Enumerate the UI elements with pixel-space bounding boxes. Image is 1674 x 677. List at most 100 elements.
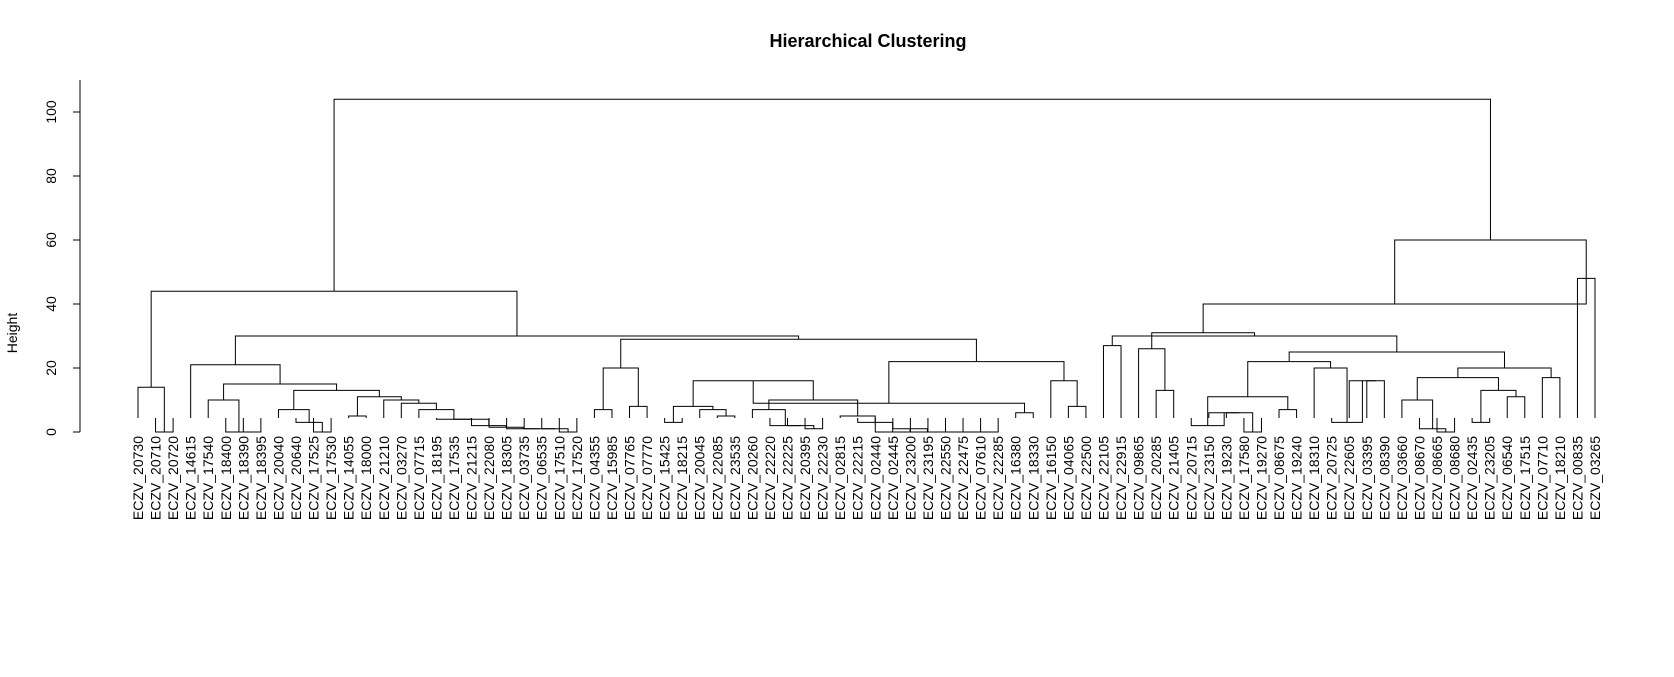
y-tick-label: 40 <box>43 296 59 312</box>
leaf-label: ECZV_17510 <box>551 436 567 520</box>
y-tick-label: 20 <box>43 360 59 376</box>
dendrogram-link <box>672 405 714 423</box>
leaf-label: ECZV_15425 <box>657 436 673 520</box>
dendrogram-link <box>1394 239 1587 304</box>
leaf-label: ECZV_16150 <box>1043 436 1059 520</box>
chart-title: Hierarchical Clustering <box>769 31 966 51</box>
leaf-label: ECZV_07610 <box>973 436 989 520</box>
dendrogram-link <box>418 409 455 420</box>
leaf-label: ECZV_16380 <box>1008 436 1024 520</box>
leaf-label: ECZV_03660 <box>1394 436 1410 520</box>
leaf-label: ECZV_03395 <box>1359 436 1375 520</box>
dendrogram-link <box>1288 351 1505 368</box>
leaf-label: ECZV_18305 <box>499 436 515 520</box>
leaf-label: ECZV_00835 <box>1569 436 1585 520</box>
dendrogram-link <box>962 418 990 433</box>
leaf-label: ECZV_08390 <box>1376 436 1392 520</box>
leaf-label: ECZV_17580 <box>1236 436 1252 520</box>
leaf-label: ECZV_22550 <box>937 436 953 520</box>
leaf-label: ECZV_03265 <box>1587 436 1603 520</box>
dendrogram-link <box>602 367 639 410</box>
leaf-label: ECZV_21405 <box>1166 436 1182 520</box>
leaf-label: ECZV_03270 <box>393 436 409 520</box>
dendrogram-link <box>980 418 999 433</box>
dendrogram-link <box>769 418 801 427</box>
leaf-label: ECZV_07765 <box>622 436 638 520</box>
leaf-label: ECZV_20725 <box>1324 436 1340 520</box>
dendrogram-links <box>137 98 1596 433</box>
leaf-label: ECZV_03735 <box>516 436 532 520</box>
leaf-label: ECZV_06540 <box>1499 436 1515 520</box>
leaf-label: ECZV_20285 <box>1148 436 1164 520</box>
leaf-label: ECZV_20710 <box>148 436 164 520</box>
leaf-label: ECZV_02445 <box>885 436 901 520</box>
dendrogram-link <box>242 418 262 433</box>
leaf-label: ECZV_19240 <box>1289 436 1305 520</box>
leaf-label: ECZV_07710 <box>1534 436 1550 520</box>
dendrogram-link <box>506 418 540 430</box>
leaf-label: ECZV_02815 <box>832 436 848 520</box>
dendrogram-link <box>1416 377 1499 400</box>
dendrogram-link <box>699 409 727 418</box>
dendrogram-link <box>629 405 648 418</box>
y-tick-label: 0 <box>43 428 59 436</box>
leaf-label: ECZV_22215 <box>850 436 866 520</box>
dendrogram-link <box>137 386 165 432</box>
dendrogram-link <box>888 361 1065 404</box>
y-tick-label: 60 <box>43 232 59 248</box>
leaf-label: ECZV_18400 <box>218 436 234 520</box>
y-tick-label: 100 <box>43 100 59 124</box>
y-axis: 0 20 40 60 80 100 <box>43 80 81 436</box>
dendrogram-link <box>1111 335 1398 352</box>
leaf-label: ECZV_04355 <box>586 436 602 520</box>
leaf-label: ECZV_20040 <box>270 436 286 520</box>
y-tick-label: 80 <box>43 168 59 184</box>
dendrogram-link <box>593 409 613 418</box>
dendrogram-link <box>1401 399 1434 429</box>
dendrogram-link <box>435 418 472 420</box>
dendrogram-link <box>1225 412 1254 432</box>
leaf-label: ECZV_23535 <box>727 436 743 520</box>
leaf-label: ECZV_23205 <box>1482 436 1498 520</box>
dendrogram-link <box>277 409 310 423</box>
dendrogram-link <box>1313 367 1348 423</box>
dendrogram-link <box>1015 412 1034 418</box>
leaf-label: ECZV_23200 <box>902 436 918 520</box>
dendrogram-link <box>1278 409 1298 418</box>
leaf-label: ECZV_02435 <box>1464 436 1480 520</box>
leaf-label: ECZV_21215 <box>464 436 480 520</box>
dendrogram-link <box>1155 389 1175 418</box>
leaf-label: ECZV_17530 <box>323 436 339 520</box>
leaf-label: ECZV_22230 <box>815 436 831 520</box>
dendrogram-link <box>927 418 961 433</box>
dendrogram-link <box>1067 405 1087 418</box>
leaf-label: ECZV_22080 <box>481 436 497 520</box>
dendrogram-link <box>768 399 859 416</box>
dendrogram-link <box>1457 367 1552 378</box>
leaf-label: ECZV_17540 <box>200 436 216 520</box>
leaf-label: ECZV_20260 <box>744 436 760 520</box>
leaf-label: ECZV_20730 <box>130 436 146 520</box>
leaf-label: ECZV_18390 <box>235 436 251 520</box>
leaf-label: ECZV_18000 <box>358 436 374 520</box>
dendrogram-link <box>1208 412 1240 418</box>
dendrogram-link <box>223 383 338 400</box>
dendrogram-link <box>150 290 518 388</box>
dendrogram-link <box>1151 332 1256 349</box>
dendrogram-link <box>234 335 800 365</box>
leaf-label: ECZV_17520 <box>569 436 585 520</box>
leaf-label: ECZV_18395 <box>253 436 269 520</box>
dendrogram-link <box>716 415 736 418</box>
leaf-label: ECZV_07715 <box>411 436 427 520</box>
dendrogram-link <box>1247 361 1332 397</box>
leaf-label: ECZV_14055 <box>341 436 357 520</box>
leaf-labels: ECZV_20730 ECZV_20710 ECZV_20720 ECZV_14615… <box>130 436 1603 520</box>
leaf-label: ECZV_22285 <box>990 436 1006 520</box>
leaf-label: ECZV_22225 <box>780 436 796 520</box>
leaf-label: ECZV_08680 <box>1447 436 1463 520</box>
leaf-label: ECZV_22605 <box>1341 436 1357 520</box>
leaf-label: ECZV_19230 <box>1218 436 1234 520</box>
leaf-label: ECZV_17515 <box>1517 436 1533 520</box>
dendrogram-link <box>523 418 555 430</box>
leaf-label: ECZV_07770 <box>639 436 655 520</box>
